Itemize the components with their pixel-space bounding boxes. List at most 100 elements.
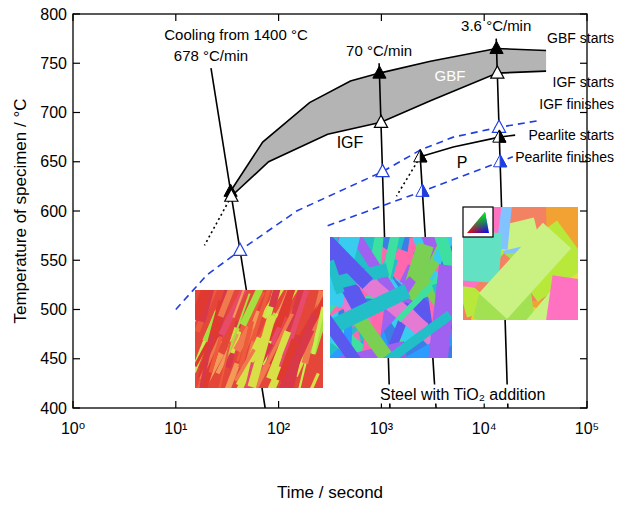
grain xyxy=(545,275,578,320)
marker-shape xyxy=(373,66,386,78)
label-patch xyxy=(377,385,548,404)
grain xyxy=(197,290,217,318)
tick xyxy=(381,14,382,21)
plot-frame xyxy=(73,14,587,408)
tick xyxy=(278,14,279,21)
micrograph xyxy=(330,237,452,358)
tick xyxy=(73,13,80,14)
rate-label: 3.6 °C/min xyxy=(461,17,531,34)
marker xyxy=(374,115,387,127)
marker xyxy=(373,66,386,78)
marker xyxy=(376,164,389,176)
marker-shape xyxy=(493,130,506,142)
grain xyxy=(240,290,276,327)
tick xyxy=(73,407,80,408)
tick xyxy=(580,13,587,14)
tick-label: 650 xyxy=(40,153,67,170)
tick-label: 10⁵ xyxy=(575,420,599,437)
annotation: Cooling from 1400 °C xyxy=(164,26,308,43)
tick xyxy=(580,63,587,64)
tick xyxy=(586,14,587,21)
grain xyxy=(330,237,373,289)
tick xyxy=(72,401,73,408)
marker-half xyxy=(499,130,506,142)
region-area xyxy=(231,48,547,196)
curve-label: Pearlite finishes xyxy=(515,149,614,165)
marker-shape xyxy=(490,41,503,53)
grain xyxy=(285,290,295,318)
annotation: GBF xyxy=(435,67,466,84)
marker-shape xyxy=(374,115,387,127)
chart: 10⁰10¹10²10³10⁴10⁵4004505005506006507007… xyxy=(0,0,626,512)
grain xyxy=(269,290,284,308)
grain xyxy=(305,373,319,388)
grain xyxy=(428,264,452,358)
tick-label: 10³ xyxy=(370,420,394,437)
annotation: P xyxy=(457,154,468,171)
grain xyxy=(234,349,256,382)
color-key-triangle xyxy=(467,212,489,233)
marker-shape xyxy=(233,243,246,255)
grain xyxy=(279,290,309,368)
tick-label: 500 xyxy=(40,301,67,318)
tick xyxy=(72,14,73,21)
rate-label: 678 °C/min xyxy=(174,47,248,64)
tick xyxy=(73,260,80,261)
tick xyxy=(175,401,176,408)
marker-shape xyxy=(414,150,427,162)
micrograph xyxy=(463,207,578,320)
curve-label: IGF starts xyxy=(553,74,614,90)
grain xyxy=(276,338,298,381)
grain xyxy=(330,311,377,358)
tick xyxy=(73,210,80,211)
annotation: Steel with TiO₂ addition xyxy=(380,386,545,403)
marker xyxy=(416,184,429,196)
curve-label: IGF finishes xyxy=(539,96,614,112)
marker xyxy=(494,155,507,167)
curve xyxy=(396,157,420,196)
marker xyxy=(491,66,504,78)
tick-label: 10² xyxy=(267,420,291,437)
tick-label: 10⁴ xyxy=(472,420,497,437)
axis-title: Time / second xyxy=(277,483,383,502)
tick xyxy=(73,63,80,64)
plot-area xyxy=(176,39,546,408)
rate-label: 70 °C/min xyxy=(346,42,412,59)
tick-label: 800 xyxy=(40,6,67,23)
marker-shape xyxy=(491,66,504,78)
marker-shape xyxy=(494,155,507,167)
tick xyxy=(175,14,176,21)
marker-shape xyxy=(416,184,429,196)
grain xyxy=(195,334,214,388)
tick-label: 600 xyxy=(40,203,67,220)
tick-label: 700 xyxy=(40,104,67,121)
marker-shape xyxy=(376,164,389,176)
marker-half xyxy=(420,150,427,162)
tick-label: 450 xyxy=(40,350,67,367)
annotation: IGF xyxy=(337,134,364,151)
marker xyxy=(414,150,427,162)
tick xyxy=(73,112,80,113)
tick xyxy=(73,358,80,359)
tick-label: 550 xyxy=(40,252,67,269)
micrograph xyxy=(195,290,323,388)
tick-label: 750 xyxy=(40,55,67,72)
marker xyxy=(490,41,503,53)
tick xyxy=(580,309,587,310)
tick xyxy=(580,210,587,211)
color-key xyxy=(463,207,493,237)
curve xyxy=(204,196,231,245)
tick xyxy=(73,309,80,310)
tick xyxy=(278,401,279,408)
marker-half xyxy=(500,155,507,167)
tick-label: 400 xyxy=(40,400,67,417)
grain xyxy=(311,307,323,355)
grain xyxy=(218,290,240,318)
tick xyxy=(73,161,80,162)
axis-title: Temperature of specimen / °C xyxy=(11,98,30,323)
marker-half xyxy=(422,184,429,196)
color-key-triangle xyxy=(467,212,489,233)
marker xyxy=(225,189,238,201)
marker xyxy=(493,130,506,142)
tick xyxy=(580,358,587,359)
